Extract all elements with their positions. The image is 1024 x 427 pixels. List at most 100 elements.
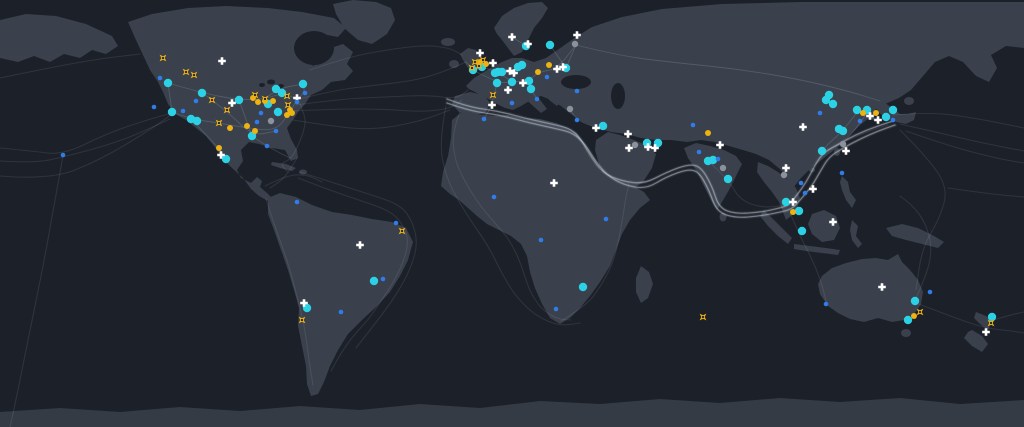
marker-cyan-dot[interactable] [881,112,891,122]
marker-cyan-dot[interactable] [167,107,177,117]
marker-blue-dot[interactable] [696,149,702,155]
marker-gray-dot[interactable] [839,140,847,148]
marker-white-plus[interactable] [504,86,512,94]
marker-amber-star[interactable] [220,103,234,117]
marker-cyan-dot[interactable] [192,116,202,126]
marker-amber-star[interactable] [281,98,295,112]
marker-amber-dot[interactable] [270,98,276,104]
marker-cyan-dot[interactable] [273,107,283,117]
marker-blue-dot[interactable] [60,152,66,158]
marker-blue-dot[interactable] [534,96,540,102]
marker-white-plus[interactable] [592,124,600,132]
marker-blue-dot[interactable] [273,128,279,134]
marker-cyan-dot[interactable] [910,296,920,306]
marker-amber-dot[interactable] [790,209,796,215]
marker-cyan-dot[interactable] [708,155,718,165]
marker-cyan-dot[interactable] [903,315,913,325]
marker-amber-star[interactable] [913,305,927,319]
marker-amber-star[interactable] [696,310,710,324]
marker-amber-dot[interactable] [289,110,295,116]
marker-amber-star[interactable] [472,59,486,73]
marker-cyan-dot[interactable] [578,282,588,292]
marker-white-plus[interactable] [506,67,514,75]
marker-cyan-dot[interactable] [828,99,838,109]
marker-white-plus[interactable] [524,40,532,48]
marker-blue-dot[interactable] [603,216,609,222]
marker-blue-dot[interactable] [491,194,497,200]
marker-cyan-dot[interactable] [838,126,848,136]
marker-cyan-dot[interactable] [507,77,517,87]
marker-white-plus[interactable] [866,112,874,120]
marker-cyan-dot[interactable] [497,67,507,77]
marker-amber-star[interactable] [476,53,490,67]
marker-blue-dot[interactable] [338,309,344,315]
marker-blue-dot[interactable] [302,90,308,96]
marker-blue-dot[interactable] [157,75,163,81]
marker-cyan-dot[interactable] [852,105,862,115]
marker-amber-star[interactable] [179,65,193,79]
marker-white-plus[interactable] [799,123,807,131]
marker-cyan-dot[interactable] [781,197,791,207]
marker-white-plus[interactable] [553,65,561,73]
marker-cyan-dot[interactable] [545,40,555,50]
marker-white-plus[interactable] [489,59,497,67]
marker-blue-dot[interactable] [927,289,933,295]
marker-white-plus[interactable] [878,283,886,291]
marker-white-plus[interactable] [488,101,496,109]
marker-amber-star[interactable] [395,224,409,238]
marker-amber-dot[interactable] [911,313,917,319]
marker-white-plus[interactable] [228,99,236,107]
marker-white-plus[interactable] [809,185,817,193]
marker-white-plus[interactable] [625,144,633,152]
marker-white-plus[interactable] [624,130,632,138]
marker-blue-dot[interactable] [258,110,264,116]
marker-white-plus[interactable] [982,328,990,336]
marker-blue-dot[interactable] [798,180,804,186]
marker-white-plus[interactable] [559,63,567,71]
marker-cyan-dot[interactable] [221,154,231,164]
marker-white-plus[interactable] [217,151,225,159]
marker-white-plus[interactable] [716,141,724,149]
marker-amber-dot[interactable] [873,110,879,116]
marker-white-plus[interactable] [476,49,484,57]
marker-amber-star[interactable] [258,92,272,106]
marker-amber-star[interactable] [205,93,219,107]
marker-cyan-dot[interactable] [723,174,733,184]
marker-amber-dot[interactable] [546,62,552,68]
marker-gray-dot[interactable] [267,117,275,125]
marker-blue-dot[interactable] [890,117,896,123]
marker-blue-dot[interactable] [538,237,544,243]
marker-blue-dot[interactable] [380,276,386,282]
marker-amber-star[interactable] [465,61,479,75]
marker-white-plus[interactable] [573,31,581,39]
marker-white-plus[interactable] [782,164,790,172]
marker-blue-dot[interactable] [690,122,696,128]
marker-blue-dot[interactable] [839,170,845,176]
marker-amber-dot[interactable] [284,112,290,118]
marker-blue-dot[interactable] [481,116,487,122]
marker-amber-star[interactable] [212,116,226,130]
marker-gray-dot[interactable] [566,105,574,113]
marker-white-plus[interactable] [651,144,659,152]
marker-amber-dot[interactable] [244,123,250,129]
marker-amber-star[interactable] [280,89,294,103]
marker-cyan-dot[interactable] [271,84,281,94]
marker-blue-dot[interactable] [715,156,721,162]
marker-white-plus[interactable] [789,198,797,206]
marker-blue-dot[interactable] [802,190,808,196]
marker-white-plus[interactable] [874,116,882,124]
marker-blue-dot[interactable] [544,74,550,80]
marker-blue-dot[interactable] [553,306,559,312]
marker-cyan-dot[interactable] [824,90,834,100]
marker-blue-dot[interactable] [817,110,823,116]
marker-white-plus[interactable] [356,241,364,249]
marker-blue-dot[interactable] [193,98,199,104]
marker-blue-dot[interactable] [574,88,580,94]
marker-white-plus[interactable] [510,69,518,77]
marker-blue-dot[interactable] [857,118,863,124]
marker-gray-dot[interactable] [631,141,639,149]
marker-white-plus[interactable] [218,57,226,65]
marker-cyan-dot[interactable] [797,226,807,236]
